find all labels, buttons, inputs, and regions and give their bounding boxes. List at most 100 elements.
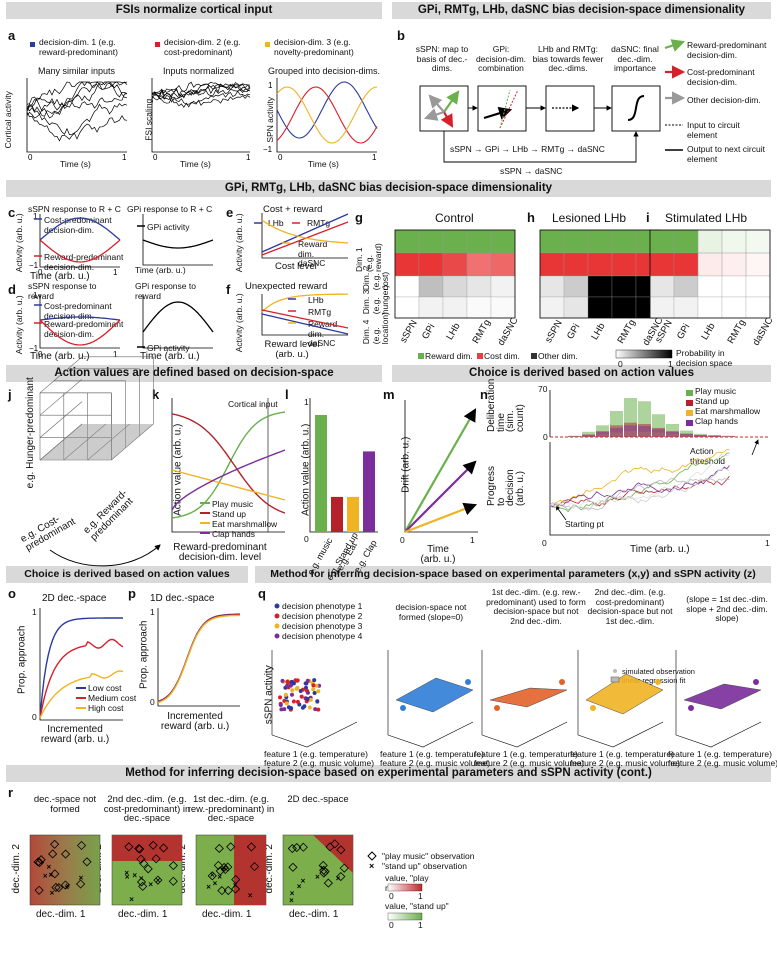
- panel-letter-p: p: [128, 586, 136, 601]
- r-play-observation: [148, 840, 158, 850]
- panel-f-xlabel: Reward level (arb. u.): [264, 339, 320, 360]
- l-bar-2: [347, 496, 359, 532]
- r-play-observation: [139, 858, 149, 869]
- panels-c-f-axes: [39, 213, 348, 349]
- r-play-observation: [34, 885, 44, 895]
- panel-j-cube: [39, 356, 154, 461]
- q-scatter-point: [295, 699, 300, 704]
- f-rmtg-line: [261, 309, 349, 329]
- q-scatter-point: [299, 694, 304, 699]
- panel-n-histograms: [568, 390, 735, 437]
- fsi-trace: [151, 95, 251, 108]
- r-play-observation: [136, 854, 146, 864]
- cube-line: [39, 401, 83, 438]
- panel-b-flow-2: sSPN → daSNC: [500, 166, 563, 176]
- q-obs-point: [494, 705, 500, 711]
- q-plane-2: [489, 687, 568, 708]
- panel-r-legend-play: "play music" observation: [382, 851, 475, 861]
- panel-n-legend-2: Stand up: [695, 396, 730, 406]
- panel-c-legend-cost: Cost-predominant decision-dim.: [44, 215, 112, 235]
- r-title-0: dec.-space not formed: [33, 794, 97, 815]
- panel-c-legend-reward: Reward-predominant decision-dim.: [44, 252, 124, 272]
- r-stand-observation: ×: [301, 877, 306, 886]
- r-stand-observation: ×: [297, 882, 302, 891]
- panel-b-box-label-sspn: sSPN: map to basis of dec.-dims.: [415, 44, 469, 73]
- q-xlabel2-2: feature 2 (e.g. music volume): [474, 758, 585, 768]
- panel-o-legend-3: High cost: [88, 703, 124, 713]
- banner-method-cont: Method for inferring decision-space base…: [6, 765, 771, 782]
- q-scatter-point: [282, 707, 287, 712]
- cortical-trace: [26, 81, 128, 117]
- cube-line: [39, 356, 83, 394]
- legend-swatch-blue: [30, 42, 35, 47]
- panel-a-grouped-lines: [276, 81, 378, 144]
- r-play-observation: [231, 875, 241, 885]
- r-play-observation: [249, 862, 260, 872]
- panels-o-p-curves: [39, 613, 241, 719]
- cortical-trace: [26, 93, 128, 116]
- r-stand-observation: ×: [49, 871, 54, 880]
- q-scatter-point: [285, 683, 290, 688]
- q-scatter-point: [282, 698, 287, 703]
- banner-method: Method for inferring decision-space base…: [255, 566, 771, 583]
- r-stand-observation: ×: [124, 869, 129, 878]
- panel-letter-e: e: [226, 205, 234, 220]
- svg-text:0: 0: [38, 268, 43, 277]
- r-stand-observation: ×: [43, 871, 48, 880]
- q-plane-3: [585, 673, 664, 715]
- panel-q-legend-4: decision phenotype 4: [282, 631, 363, 641]
- panel-l-bars: [315, 415, 375, 532]
- panel-b-box-label-gpi: GPi: decision-dim. combination: [475, 44, 527, 73]
- r-stand-observation: ×: [132, 871, 137, 880]
- panel-letter-h: h: [527, 210, 535, 225]
- q-obs-point: [400, 705, 406, 711]
- cube-line: [39, 378, 83, 416]
- n-walk-3: [549, 465, 730, 508]
- panel-letter-i: i: [646, 210, 650, 225]
- r-play-observation: [288, 862, 298, 872]
- panel-q-title-3: 2nd dec.-dim. (e.g. cost-predominant) de…: [587, 587, 673, 626]
- panel-letter-o: o: [8, 586, 16, 601]
- panel-k-legend-2: Stand up: [212, 509, 247, 519]
- r-play-observation: [318, 860, 328, 871]
- r-play-observation: [124, 842, 134, 852]
- r-play-observation: [330, 839, 340, 849]
- icon-play-music-diamond: [367, 851, 377, 861]
- cortical-trace: [26, 111, 128, 142]
- colorbar-play-music: [387, 883, 423, 892]
- panel-r-legend-value-stand: value, "stand up": [385, 901, 449, 911]
- q-axes-2: [481, 721, 568, 748]
- r-play-observation: [33, 857, 43, 867]
- panel-p-xlabel: Incremented reward (arb. u.): [160, 711, 230, 732]
- e-rmtg-line: [261, 221, 349, 256]
- c-gpi-curve: [142, 239, 214, 249]
- panel-letter-r: r: [8, 785, 14, 800]
- q-scatter-point: [315, 699, 320, 704]
- q-scatter-point: [283, 692, 288, 697]
- banner-gpi-mid: GPi, RMTg, LHb, daSNC bias decision-spac…: [6, 180, 771, 197]
- q-scatter-point: [286, 705, 291, 710]
- e-dasnc-curve: [261, 219, 349, 244]
- m-drift-1: [404, 460, 477, 533]
- m-drift-2: [404, 502, 478, 534]
- box-gpi-arrows: [483, 89, 519, 129]
- panel-d-legend-reward: Reward-predominant decision-dim.: [44, 319, 124, 339]
- r-play-observation: [292, 842, 302, 853]
- panel-m-tick-1: 1: [470, 535, 475, 545]
- q-scatter-point: [278, 703, 283, 707]
- panel-r-scale-1b: 1: [418, 920, 423, 930]
- legend-label-dim1: decision-dim. 1 (e.g. reward-predominant…: [39, 37, 118, 57]
- d-cost-curve: [39, 316, 121, 321]
- cortical-trace: [26, 81, 128, 111]
- r-stand-observation: ×: [290, 889, 295, 898]
- heatmap-legend-cost: Cost dim.: [484, 351, 520, 361]
- heatmap-legend-swatch-reward: [418, 353, 424, 359]
- panel-letter-n: n: [480, 387, 488, 402]
- q-xlabel2-1: feature 2 (e.g. music volume): [380, 758, 491, 768]
- r-stand-observation: ×: [65, 882, 70, 891]
- panel-q-fit-legend-2: linear regression fit: [622, 676, 686, 685]
- r-map-region-red: [112, 835, 182, 861]
- e-lhb-line: [261, 213, 349, 253]
- q-xlabel1-0: feature 1 (e.g. temperature): [264, 749, 368, 759]
